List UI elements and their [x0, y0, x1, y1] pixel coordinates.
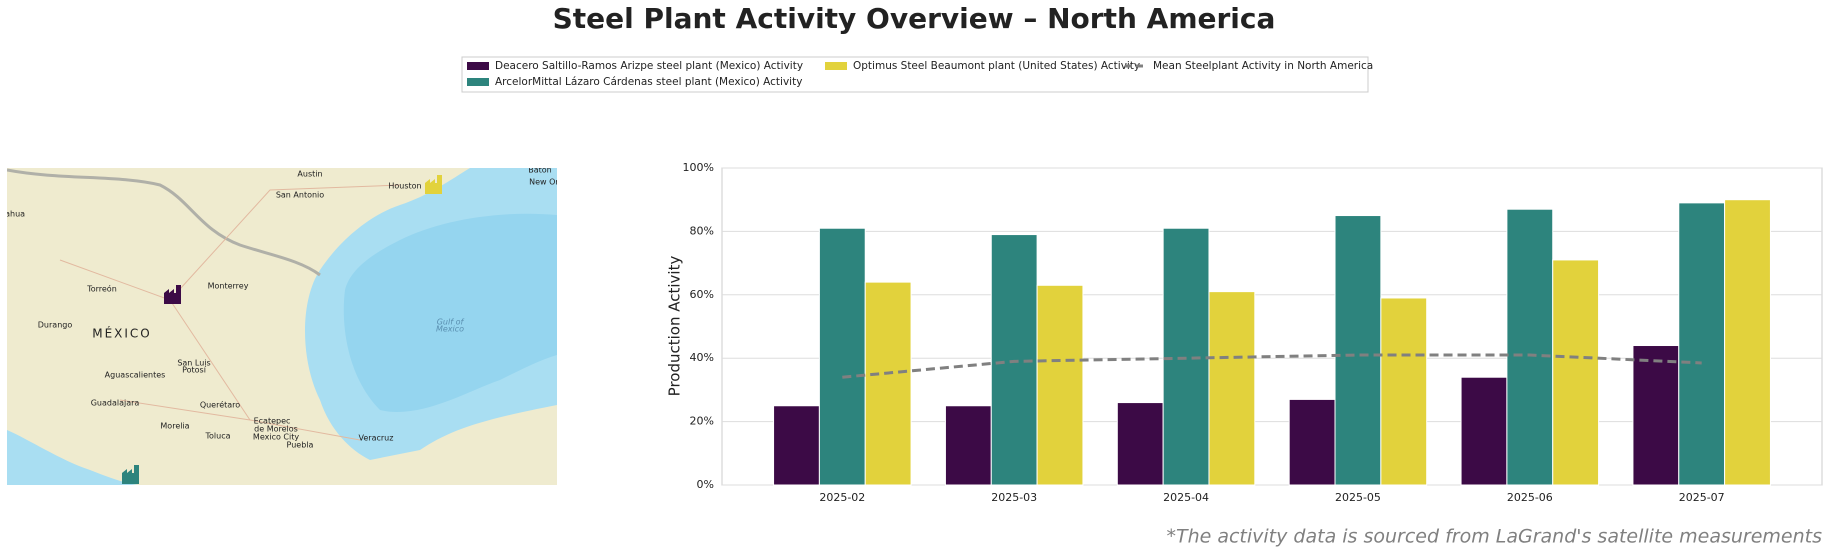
map-label: San Luis — [177, 359, 210, 368]
bar — [1162, 227, 1210, 486]
bar — [1380, 297, 1428, 486]
plant-icon — [164, 285, 181, 304]
x-tick-label: 2025-04 — [1163, 491, 1209, 504]
y-tick-label: 40% — [690, 351, 714, 364]
y-axis-label: Production Activity — [666, 256, 684, 397]
bar — [1036, 284, 1084, 486]
map-label: Mexico — [436, 325, 464, 334]
footnote: *The activity data is sourced from LaGra… — [1166, 526, 1822, 548]
bar — [773, 405, 820, 486]
map-label: Torreón — [86, 284, 117, 294]
bar — [1632, 345, 1680, 486]
map-label: Potosí — [182, 366, 207, 375]
bar — [818, 227, 866, 486]
bar — [1334, 215, 1382, 486]
map-label: Veracruz — [359, 434, 394, 443]
x-tick-label: 2025-02 — [819, 491, 865, 504]
map-label: Aguascalientes — [105, 371, 166, 380]
legend-swatch — [467, 62, 489, 70]
x-tick-label: 2025-07 — [1679, 491, 1725, 504]
plant-icon — [122, 465, 139, 484]
map-label: Durango — [38, 321, 73, 330]
map-label: Houston — [388, 182, 421, 191]
legend-swatch — [467, 78, 489, 86]
y-tick-label: 60% — [690, 288, 714, 301]
map-label: Morelia — [160, 422, 189, 431]
bar — [944, 405, 992, 486]
bar — [1288, 398, 1336, 486]
map-label: Mexico City — [253, 433, 299, 442]
x-tick-label: 2025-06 — [1507, 491, 1553, 504]
map-label: Puebla — [287, 441, 314, 450]
map-label: MÉXICO — [92, 326, 152, 341]
map-label: Toluca — [204, 432, 230, 441]
bar — [1724, 199, 1771, 486]
y-tick-label: 80% — [690, 224, 714, 237]
bar — [1552, 259, 1600, 486]
x-tick-label: 2025-05 — [1335, 491, 1381, 504]
bar — [1460, 376, 1508, 486]
plant-icon — [425, 175, 442, 194]
bar — [864, 281, 912, 486]
map-label: Monterrey — [208, 282, 249, 291]
legend-label: Deacero Saltillo-Ramos Arizpe steel plan… — [495, 60, 803, 72]
map-label: Gulf of — [437, 318, 465, 327]
bar — [1116, 402, 1164, 486]
map: Austin San Antonio Houston Baton New Orl huah… — [0, 166, 561, 485]
map-label: Querétaro — [200, 400, 240, 410]
y-tick-label: 20% — [690, 415, 714, 428]
map-label: New Orl — [529, 178, 561, 187]
map-label: de Morelos — [254, 425, 298, 434]
map-label: Baton — [528, 166, 552, 175]
y-tick-label: 0% — [697, 478, 714, 491]
map-label: Ecatepec — [254, 417, 291, 426]
map-pacific — [7, 430, 140, 485]
legend-swatch — [825, 62, 847, 70]
map-label: Guadalajara — [91, 399, 140, 408]
y-tick-label: 100% — [683, 161, 714, 174]
map-border — [7, 168, 321, 277]
mean-line — [842, 353, 1702, 379]
chart-title: Steel Plant Activity Overview – North Am… — [553, 2, 1276, 35]
bar — [1506, 208, 1554, 486]
map-label: huahua — [0, 210, 25, 219]
legend-label: Mean Steelplant Activity in North Americ… — [1153, 60, 1373, 72]
x-tick-label: 2025-03 — [991, 491, 1037, 504]
map-label: Austin — [297, 170, 322, 179]
legend-label: Optimus Steel Beaumont plant (United Sta… — [853, 60, 1140, 72]
legend-box — [461, 56, 1369, 93]
legend-label: ArcelorMittal Lázaro Cárdenas steel plan… — [495, 76, 802, 88]
bar — [1678, 202, 1726, 486]
bar — [1208, 291, 1256, 486]
map-deep-sea — [343, 213, 557, 413]
map-label: San Antonio — [276, 191, 324, 200]
